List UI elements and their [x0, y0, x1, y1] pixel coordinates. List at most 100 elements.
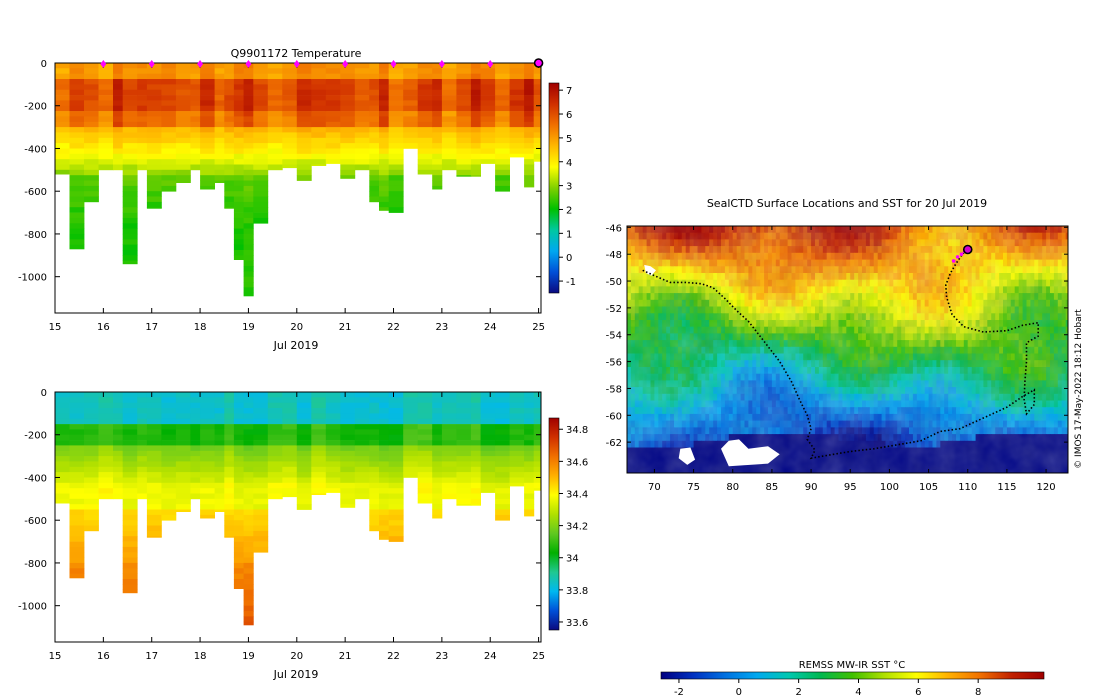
section-cell: [417, 132, 433, 139]
section-cell: [200, 397, 215, 403]
section-cell: [495, 143, 510, 149]
section-cell: [243, 282, 254, 288]
section-cell: [55, 148, 70, 155]
section-cell: [175, 408, 191, 414]
section-cell: [113, 440, 124, 446]
section-cell: [200, 164, 215, 171]
section-cell: [325, 79, 341, 85]
section-cell: [369, 450, 380, 457]
salinity-x-axis: 15 16 17 18 19 20 21 22 23 24 25: [49, 392, 545, 662]
x-tick-label: 25: [532, 322, 545, 333]
section-cell: [379, 498, 390, 505]
section-cell: [388, 111, 404, 117]
section-cell: [480, 100, 496, 107]
section-cell: [214, 466, 225, 473]
section-cell: [432, 461, 443, 468]
section-cell: [388, 493, 404, 500]
section-cell: [84, 105, 99, 112]
section-cell: [175, 132, 191, 139]
section-cell: [340, 79, 356, 85]
section-cell: [84, 482, 99, 489]
section-cell: [267, 424, 283, 430]
section-cell: [190, 121, 201, 128]
section-cell: [98, 461, 114, 468]
section-cell: [214, 164, 225, 171]
section-cell: [253, 424, 269, 430]
section-cell: [441, 153, 457, 160]
section-cell: [84, 397, 99, 403]
section-cell: [55, 143, 70, 149]
section-cell: [417, 418, 433, 425]
section-cell: [98, 111, 114, 117]
section-cell: [69, 164, 85, 171]
section-cell: [122, 445, 138, 452]
section-cell: [524, 73, 535, 80]
section-cell: [55, 127, 70, 133]
section-cell: [200, 111, 215, 117]
section-cell: [470, 466, 481, 473]
section-cell: [55, 89, 70, 96]
section-cell: [267, 482, 283, 489]
section-cell: [403, 68, 419, 74]
section-cell: [175, 95, 191, 101]
section-cell: [69, 498, 85, 505]
daily-marker: [245, 60, 252, 68]
section-cell: [137, 418, 148, 425]
section-cell: [379, 514, 390, 521]
section-cell: [214, 397, 225, 403]
section-cell: [456, 137, 472, 144]
section-cell: [267, 418, 283, 425]
section-cell: [282, 466, 298, 473]
section-cell: [480, 148, 496, 155]
section-cell: [388, 89, 404, 96]
section-cell: [282, 121, 298, 128]
section-cell: [417, 164, 433, 171]
section-cell: [311, 397, 327, 403]
section-cell: [296, 175, 312, 181]
section-cell: [340, 148, 356, 155]
section-cell: [369, 143, 380, 149]
section-cell: [243, 239, 254, 245]
section-cell: [55, 84, 70, 91]
section-cell: [243, 520, 254, 526]
section-cell: [122, 488, 138, 494]
colorbar-tick-label: 4: [566, 158, 572, 169]
section-cell: [267, 440, 283, 446]
section-cell: [340, 84, 356, 91]
section-cell: [296, 121, 312, 128]
section-cell: [69, 116, 85, 123]
daily-marker: [293, 60, 300, 68]
section-cell: [456, 402, 472, 409]
section-cell: [224, 429, 235, 436]
section-cell: [200, 456, 215, 462]
section-cell: [233, 250, 244, 256]
section-cell: [161, 121, 177, 128]
section-cell: [311, 143, 327, 149]
section-cell: [224, 111, 235, 117]
section-cell: [55, 488, 70, 494]
section-cell: [146, 153, 162, 160]
section-cell: [233, 402, 244, 409]
section-cell: [267, 402, 283, 409]
section-cell: [417, 159, 433, 165]
section-cell: [417, 402, 433, 409]
section-cell: [214, 159, 225, 165]
section-cell: [190, 408, 201, 414]
section-cell: [214, 68, 225, 74]
section-cell: [55, 482, 70, 489]
section-cell: [379, 525, 390, 532]
section-cell: [533, 68, 542, 74]
section-cell: [98, 472, 114, 478]
section-cell: [456, 95, 472, 101]
section-cell: [137, 148, 148, 155]
section-cell: [122, 573, 138, 580]
section-cell: [161, 175, 177, 181]
section-cell: [69, 127, 85, 133]
section-cell: [354, 488, 370, 494]
section-cell: [354, 429, 370, 436]
section-cell: [267, 450, 283, 457]
section-cell: [122, 68, 138, 74]
section-cell: [146, 185, 162, 192]
section-cell: [282, 402, 298, 409]
section-cell: [161, 164, 177, 171]
